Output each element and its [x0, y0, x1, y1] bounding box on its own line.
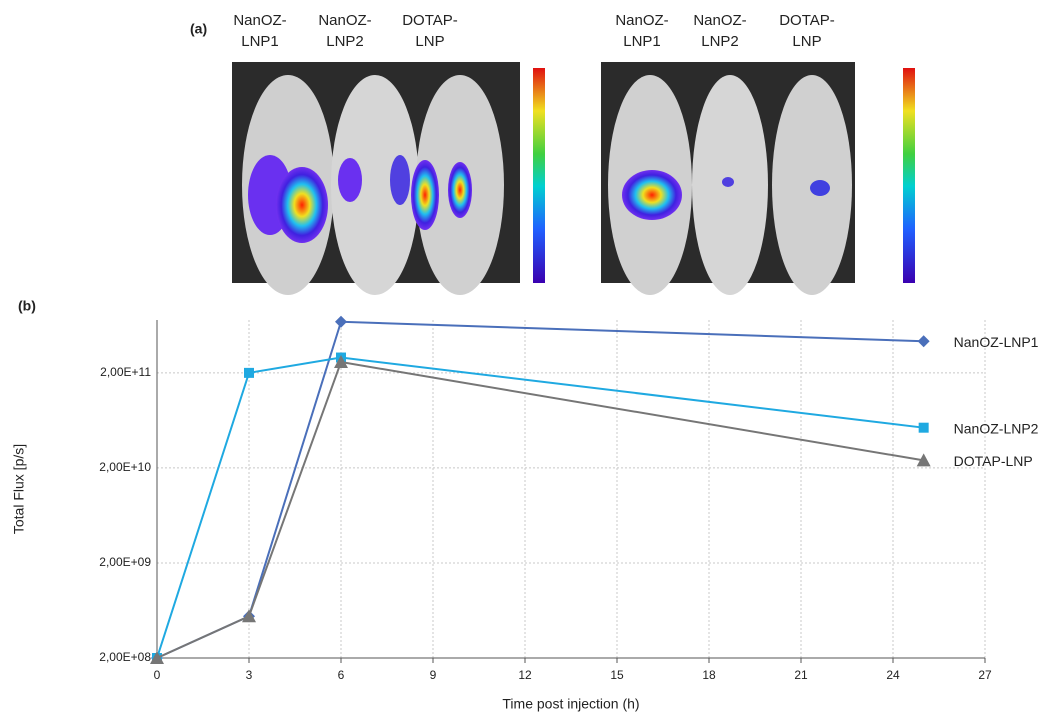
sample-label: LNP2: [701, 33, 739, 50]
marker: [917, 335, 930, 348]
x-tick-label: 24: [886, 668, 900, 682]
sample-label: LNP1: [623, 33, 661, 50]
y-tick-label: 2,00E+08: [99, 650, 151, 664]
series-line: [156, 360, 924, 659]
panel-label: (a): [190, 21, 207, 37]
x-tick-label: 9: [430, 668, 437, 682]
sample-label: NanOZ-: [693, 12, 746, 29]
y-tick-label: 2,00E+10: [99, 460, 151, 474]
mouse-image: [601, 62, 915, 295]
sample-label: LNP: [415, 33, 444, 50]
y-tick-label: 2,00E+11: [100, 365, 151, 379]
x-axis-title: Time post injection (h): [502, 696, 639, 712]
x-tick-label: 15: [610, 668, 624, 682]
series-label: NanOZ-LNP2: [954, 420, 1039, 436]
x-tick-label: 0: [154, 668, 161, 682]
marker: [150, 651, 164, 664]
x-tick-label: 21: [794, 668, 808, 682]
sample-label: DOTAP-: [779, 12, 835, 29]
series-line: [156, 320, 924, 659]
x-tick-label: 3: [246, 668, 253, 682]
sample-label: LNP: [792, 33, 821, 50]
marker: [916, 453, 931, 467]
marker: [244, 367, 254, 378]
x-tick-label: 27: [978, 668, 992, 682]
y-tick-label: 2,00E+09: [99, 555, 151, 569]
series-label: NanOZ-LNP1: [954, 334, 1039, 350]
marker: [918, 422, 929, 433]
marker: [242, 609, 256, 623]
marker: [335, 315, 347, 328]
y-axis-title: Total Flux [p/s]: [11, 444, 27, 534]
sample-label: DOTAP-: [402, 12, 458, 29]
x-tick-label: 12: [518, 668, 532, 682]
sample-label: LNP2: [326, 33, 364, 50]
marker: [334, 355, 348, 369]
x-tick-label: 18: [702, 668, 716, 682]
series-line: [156, 356, 924, 659]
sample-label: NanOZ-: [615, 12, 668, 29]
sample-label: NanOZ-: [318, 12, 371, 29]
x-tick-label: 6: [338, 668, 345, 682]
sample-label: LNP1: [241, 33, 279, 50]
sample-label: NanOZ-: [233, 12, 286, 29]
panel-label: (b): [18, 298, 36, 314]
series-label: DOTAP-LNP: [954, 453, 1033, 469]
mouse-image: [232, 62, 545, 295]
